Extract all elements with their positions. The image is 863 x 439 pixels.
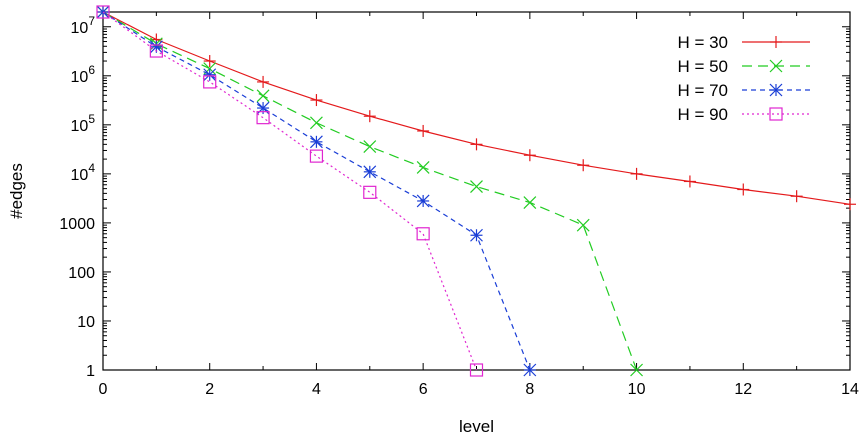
series-1 — [97, 6, 856, 211]
y-tick-base: 10 — [71, 69, 89, 86]
y-tick-label: 107 — [71, 14, 96, 37]
y-tick-base: 1 — [86, 363, 95, 380]
y-tick-exponent: 7 — [88, 14, 95, 28]
y-tick-base: 10 — [71, 167, 89, 184]
y-tick-label: 104 — [71, 161, 96, 184]
series-3 — [96, 5, 537, 377]
legend-swatch-marker — [770, 36, 782, 48]
legend-swatch-marker — [769, 83, 783, 97]
series-layer — [96, 5, 856, 377]
data-point — [523, 196, 537, 209]
data-point — [363, 110, 376, 123]
series-line — [102, 11, 851, 205]
data-point — [363, 165, 377, 179]
data-point — [256, 89, 270, 103]
y-tick-exponent: 5 — [88, 112, 95, 126]
data-point — [683, 175, 696, 188]
y-tick-base: 10 — [71, 118, 89, 135]
data-point — [844, 198, 856, 211]
legend-label: H = 30 — [677, 33, 728, 52]
data-point — [470, 228, 483, 242]
data-point — [470, 180, 483, 194]
x-tick-label: 12 — [734, 381, 752, 398]
series-2 — [96, 5, 643, 377]
data-point — [416, 227, 430, 241]
data-point — [363, 185, 377, 199]
y-tick-base: 10 — [71, 20, 89, 37]
data-point — [416, 161, 430, 174]
data-point — [469, 363, 484, 377]
data-point — [203, 55, 216, 68]
series-line — [102, 11, 638, 371]
x-tick-label: 14 — [841, 381, 859, 398]
data-point — [576, 218, 590, 232]
plot-border — [102, 11, 851, 371]
data-point — [96, 5, 110, 19]
legend-swatch-marker — [769, 107, 783, 121]
data-point — [310, 135, 323, 149]
data-point — [523, 363, 537, 377]
x-axis-label: level — [459, 417, 494, 436]
legend-swatch-marker — [769, 59, 783, 73]
y-tick-base: 1000 — [59, 216, 95, 233]
y-tick-label: 1000 — [59, 216, 95, 233]
data-point — [363, 140, 377, 154]
x-tick-label: 8 — [525, 381, 534, 398]
data-point — [256, 111, 270, 125]
y-tick-label: 1 — [86, 363, 95, 380]
legend-label: H = 70 — [677, 81, 728, 100]
legend: H = 30 H = 50 H = 70 H = 90 — [677, 33, 810, 124]
data-point — [470, 138, 483, 151]
data-point — [203, 75, 217, 89]
series-4 — [96, 5, 484, 377]
x-tick-label: 2 — [205, 381, 214, 398]
data-point — [577, 159, 590, 172]
series-line — [102, 11, 478, 371]
series-line — [102, 11, 531, 371]
y-tick-label: 10 — [77, 314, 95, 331]
x-tick-label: 6 — [419, 381, 428, 398]
legend-entry: H = 70 — [677, 81, 810, 100]
legend-entry: H = 50 — [677, 57, 810, 76]
y-tick-label: 106 — [71, 63, 96, 86]
y-tick-label: 105 — [71, 112, 96, 135]
data-point — [310, 116, 323, 130]
y-tick-exponent: 6 — [88, 63, 95, 77]
data-point — [416, 194, 430, 208]
data-point — [737, 183, 750, 196]
y-tick-base: 10 — [77, 314, 95, 331]
y-tick-label: 100 — [68, 265, 95, 282]
data-point — [310, 94, 323, 107]
y-tick-exponent: 4 — [88, 161, 95, 175]
data-point — [257, 75, 270, 88]
x-tick-label: 0 — [99, 381, 108, 398]
data-point — [630, 167, 643, 180]
data-point — [149, 44, 163, 58]
legend-label: H = 50 — [677, 57, 728, 76]
y-axis-label: #edges — [7, 163, 26, 219]
x-tick-label: 4 — [312, 381, 321, 398]
data-point — [630, 363, 643, 377]
x-tick-label: 10 — [628, 381, 646, 398]
data-point — [309, 149, 324, 163]
legend-entry: H = 30 — [677, 33, 810, 52]
data-point — [203, 68, 217, 82]
data-point — [417, 124, 430, 137]
data-point — [523, 149, 536, 162]
legend-entry: H = 90 — [677, 105, 810, 124]
legend-label: H = 90 — [677, 105, 728, 124]
data-point — [790, 190, 803, 203]
y-tick-base: 100 — [68, 265, 95, 282]
